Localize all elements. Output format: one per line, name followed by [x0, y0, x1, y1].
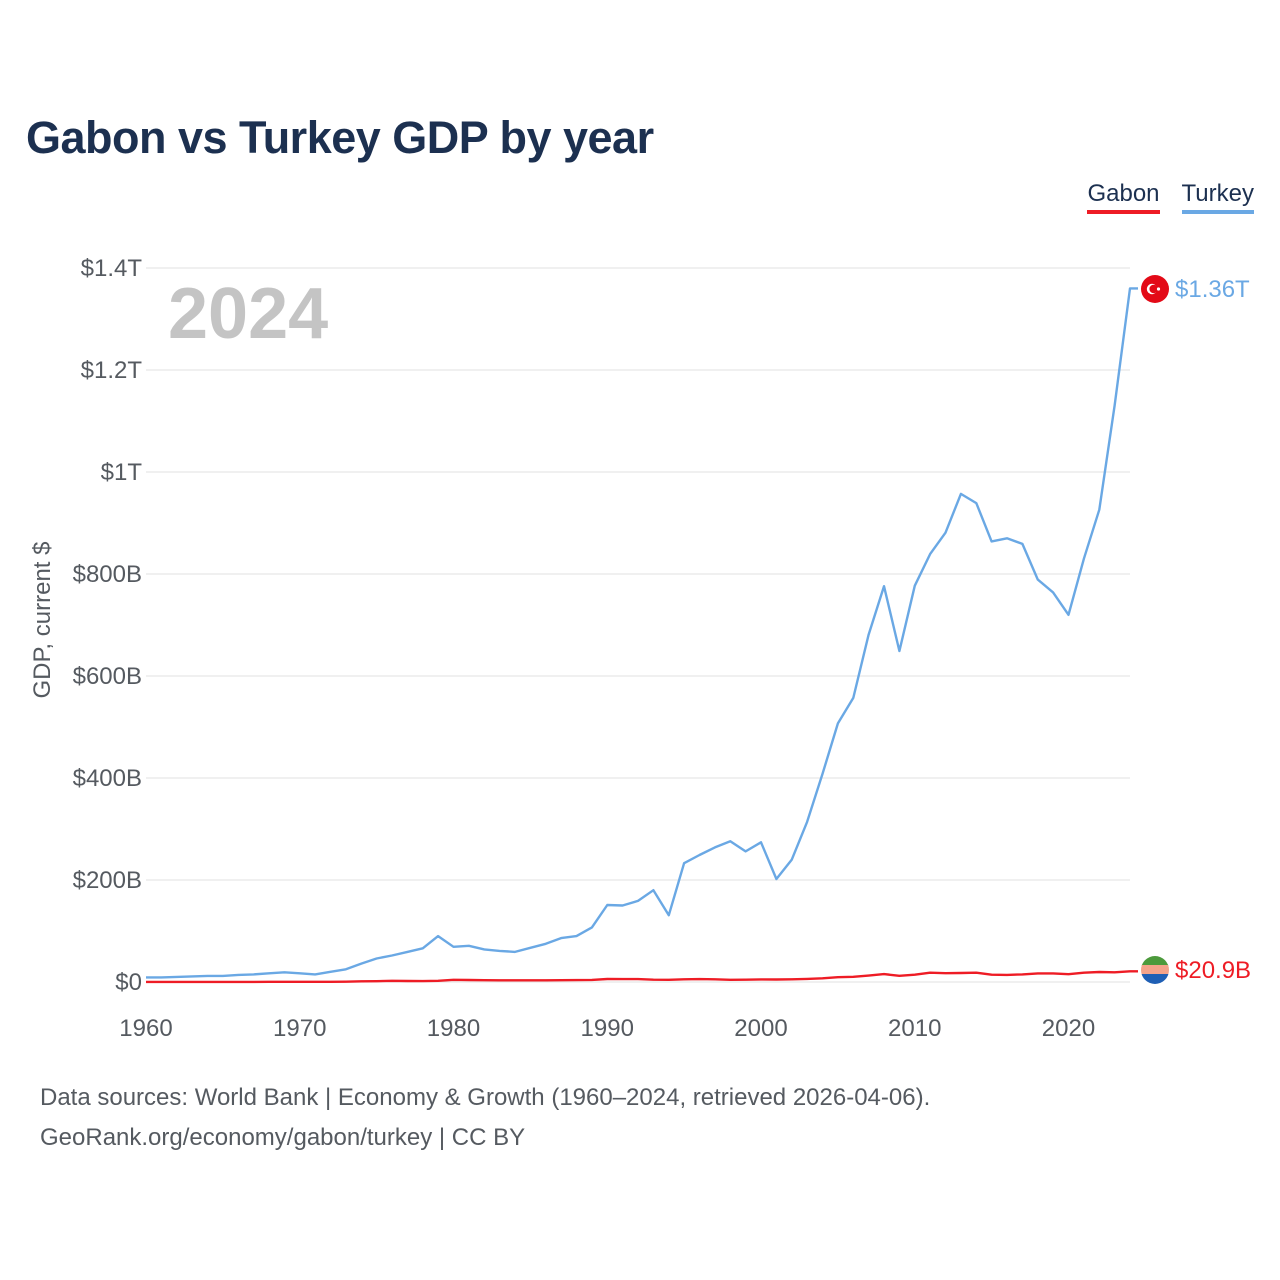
- y-axis-ticks: $0 $200B $400B $600B $800B $1T $1.2T $1.4T: [73, 255, 143, 996]
- series-lines: [146, 287, 1138, 984]
- data-source-note: Data sources: World Bank | Economy & Gro…: [40, 1084, 931, 1111]
- x-tick-label: 2020: [1042, 1015, 1095, 1042]
- series-line-turkey[interactable]: [146, 287, 1138, 979]
- legend: Gabon Turkey: [1087, 180, 1254, 214]
- chart-title: Gabon vs Turkey GDP by year: [26, 112, 654, 163]
- x-tick-label: 1960: [119, 1015, 172, 1042]
- legend-item-turkey[interactable]: Turkey: [1181, 180, 1254, 214]
- x-tick-label: 1970: [273, 1015, 326, 1042]
- x-tick-label: 2010: [888, 1015, 941, 1042]
- y-axis-label: GDP, current $: [29, 542, 56, 699]
- y-tick-label: $800B: [73, 561, 142, 588]
- x-tick-label: 1980: [427, 1015, 480, 1042]
- gabon-flag-icon: [1141, 956, 1169, 984]
- turkey-flag-icon: [1141, 275, 1169, 303]
- x-axis-ticks: 1960 1970 1980 1990 2000 2010 2020: [119, 1015, 1095, 1042]
- series-line-gabon[interactable]: [146, 970, 1138, 984]
- legend-item-gabon[interactable]: Gabon: [1087, 180, 1160, 214]
- y-tick-label: $400B: [73, 765, 142, 792]
- y-tick-label: $0: [115, 969, 142, 996]
- credit-link[interactable]: GeoRank.org/economy/gabon/turkey | CC BY: [40, 1124, 526, 1151]
- grid-lines: [146, 267, 1130, 983]
- x-tick-label: 1990: [581, 1015, 634, 1042]
- y-tick-label: $600B: [73, 663, 142, 690]
- year-watermark: 2024: [168, 274, 328, 354]
- y-tick-label: $200B: [73, 867, 142, 894]
- y-tick-label: $1T: [101, 459, 143, 486]
- x-tick-label: 2000: [734, 1015, 787, 1042]
- end-label-turkey: $1.36T: [1175, 276, 1250, 303]
- y-tick-label: $1.4T: [81, 255, 143, 282]
- y-tick-label: $1.2T: [81, 357, 143, 384]
- end-label-gabon: $20.9B: [1175, 957, 1251, 984]
